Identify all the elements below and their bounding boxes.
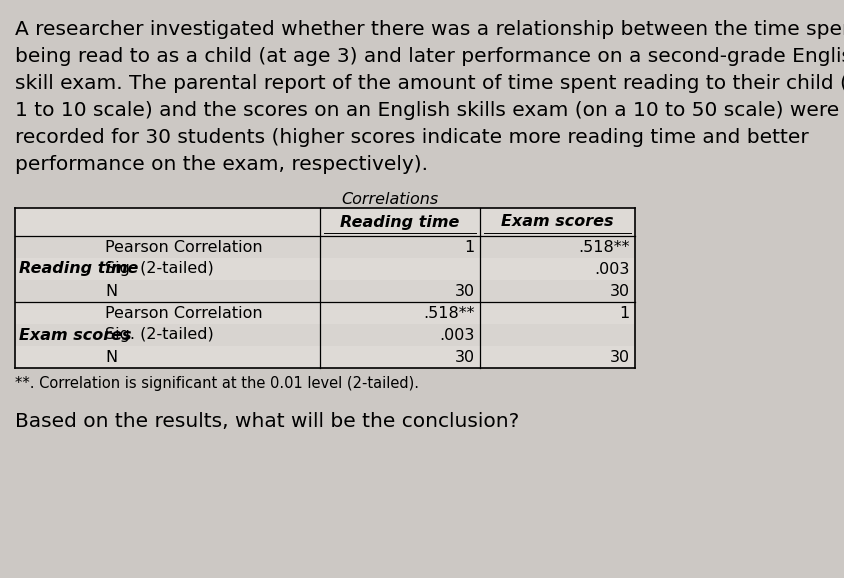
Text: .518**: .518** — [578, 239, 630, 254]
Bar — [15, 302, 634, 324]
Text: **. Correlation is significant at the 0.01 level (2-tailed).: **. Correlation is significant at the 0.… — [15, 376, 419, 391]
Text: being read to as a child (at age 3) and later performance on a second-grade Engl: being read to as a child (at age 3) and … — [15, 47, 844, 66]
Bar — [15, 208, 634, 368]
Text: skill exam. The parental report of the amount of time spent reading to their chi: skill exam. The parental report of the a… — [15, 74, 844, 93]
Text: A researcher investigated whether there was a relationship between the time spen: A researcher investigated whether there … — [15, 20, 844, 39]
Text: N: N — [105, 350, 117, 365]
Text: Sig. (2-tailed): Sig. (2-tailed) — [105, 328, 214, 343]
Text: recorded for 30 students (higher scores indicate more reading time and better: recorded for 30 students (higher scores … — [15, 128, 808, 147]
Text: .003: .003 — [439, 328, 474, 343]
Text: 1: 1 — [619, 306, 630, 320]
Bar — [15, 258, 634, 280]
Text: 30: 30 — [454, 283, 474, 298]
Text: Exam scores: Exam scores — [500, 214, 613, 229]
Bar — [15, 280, 634, 302]
Text: Reading time: Reading time — [19, 261, 138, 276]
Text: Pearson Correlation: Pearson Correlation — [105, 239, 262, 254]
Text: 1 to 10 scale) and the scores on an English skills exam (on a 10 to 50 scale) we: 1 to 10 scale) and the scores on an Engl… — [15, 101, 838, 120]
Text: .518**: .518** — [423, 306, 474, 320]
Bar — [15, 324, 634, 346]
Text: performance on the exam, respectively).: performance on the exam, respectively). — [15, 155, 428, 174]
Text: N: N — [105, 283, 117, 298]
Text: .003: .003 — [594, 261, 630, 276]
Text: Based on the results, what will be the conclusion?: Based on the results, what will be the c… — [15, 412, 518, 431]
Bar — [15, 346, 634, 368]
Text: 30: 30 — [609, 350, 630, 365]
Text: Sig. (2-tailed): Sig. (2-tailed) — [105, 261, 214, 276]
Text: Pearson Correlation: Pearson Correlation — [105, 306, 262, 320]
Bar — [15, 236, 634, 258]
Text: 30: 30 — [454, 350, 474, 365]
Text: Reading time: Reading time — [340, 214, 459, 229]
Text: 30: 30 — [609, 283, 630, 298]
Text: 1: 1 — [464, 239, 474, 254]
Text: Exam scores: Exam scores — [19, 328, 132, 343]
Text: Correlations: Correlations — [341, 192, 438, 207]
